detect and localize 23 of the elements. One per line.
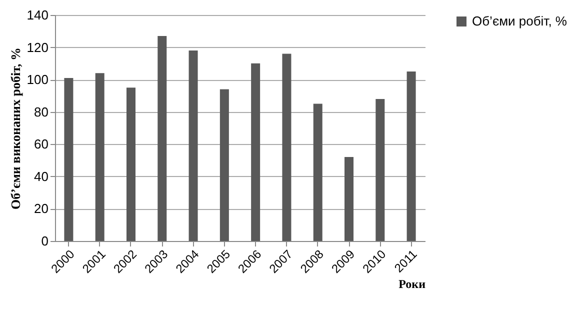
x-axis-title: Роки xyxy=(398,277,426,292)
bar xyxy=(376,98,385,241)
bar xyxy=(64,78,74,241)
y-tick-label: 0 xyxy=(41,234,48,248)
bar xyxy=(95,73,104,241)
bar xyxy=(282,54,292,241)
bar xyxy=(126,88,136,241)
y-tick-label: 40 xyxy=(34,168,48,184)
bar xyxy=(188,50,198,241)
legend-label: Об’єми робіт, % xyxy=(472,14,568,28)
y-axis-title: Об’єми виконаних робіт, % xyxy=(8,48,23,210)
y-tick-label: 100 xyxy=(26,72,48,88)
bar xyxy=(158,36,167,241)
y-tick-label: 60 xyxy=(34,136,48,152)
y-tick-label: 140 xyxy=(26,8,48,22)
y-tick-label: 120 xyxy=(26,40,48,55)
bar xyxy=(406,72,416,241)
bar xyxy=(313,104,322,241)
bar xyxy=(220,89,229,241)
bar xyxy=(344,157,354,241)
y-tick-label: 20 xyxy=(34,201,48,216)
y-tick-label: 80 xyxy=(34,104,48,120)
bar xyxy=(251,63,260,241)
